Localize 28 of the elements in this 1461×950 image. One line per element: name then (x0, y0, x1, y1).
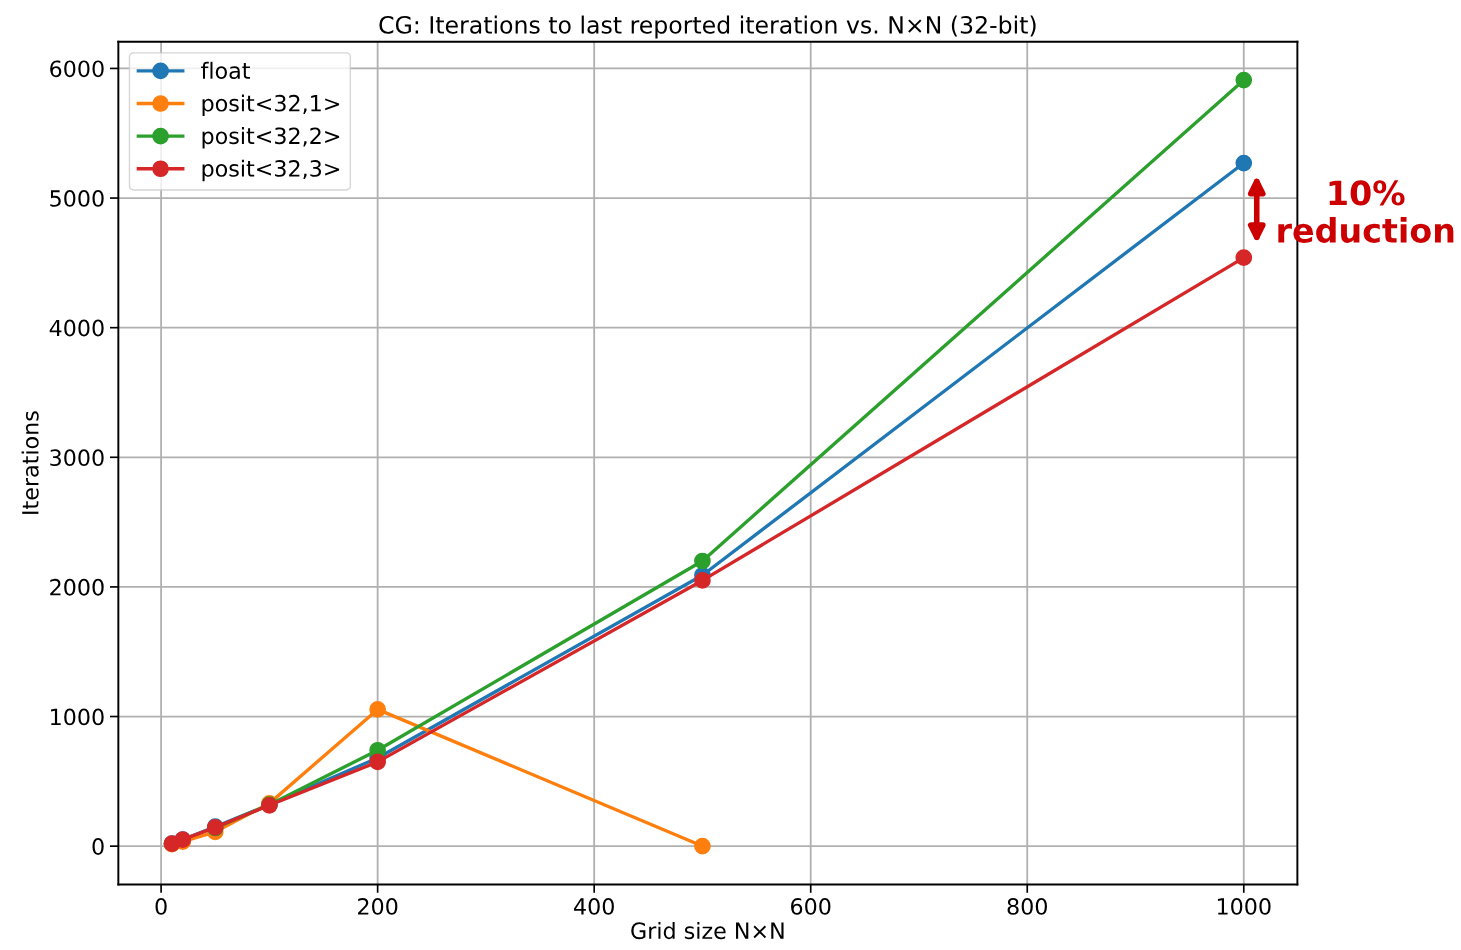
point (369, 753, 386, 771)
y-tick-label: 1000 (51, 708, 104, 726)
y-tick-label: 3000 (50, 449, 104, 467)
legend-label: posit<32,3> (202, 159, 340, 182)
point (694, 552, 711, 570)
x-tick-label: 600 (791, 898, 831, 915)
y-tick-label: 6000 (50, 60, 104, 78)
legend-label: posit<32,2> (202, 127, 340, 149)
y-tick-label: 4000 (49, 319, 104, 337)
chart-title: CG: Iterations to last reported iteration vs. N×N (32-bit) (379, 15, 1036, 39)
legend-label: float (201, 61, 250, 79)
x-axis-title: Grid size N×N (631, 921, 784, 940)
y-tick-label: 0 (92, 838, 104, 855)
x-tick-label: 200 (358, 898, 398, 915)
x-tick-label: 1000 (1217, 898, 1271, 915)
point (369, 701, 386, 718)
legend-label: posit<32,1> (202, 94, 340, 116)
point (1235, 154, 1253, 172)
x-tick-label: 800 (1007, 898, 1047, 915)
point (694, 572, 711, 589)
point (1235, 71, 1253, 89)
y-tick-label: 2000 (50, 578, 104, 596)
x-tick-label: 0 (155, 898, 167, 915)
y-tick-label: 5000 (50, 190, 104, 207)
point (694, 837, 711, 855)
y-axis-title: Iterations (21, 411, 39, 514)
point (1235, 249, 1253, 267)
x-tick-label: 400 (574, 898, 614, 915)
